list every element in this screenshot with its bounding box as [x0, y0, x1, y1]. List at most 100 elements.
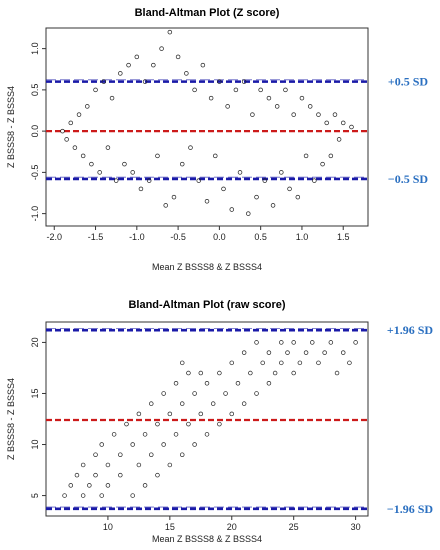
- y-tick-label: -1.0: [30, 206, 40, 222]
- data-point: [161, 442, 166, 447]
- data-point: [200, 62, 206, 68]
- data-point: [173, 432, 179, 437]
- data-point: [167, 29, 173, 35]
- data-point: [118, 472, 123, 478]
- data-point: [223, 391, 228, 396]
- chart-panel-2: Bland-Altman Plot (raw score) 10 15 20 25 30 5…: [6, 299, 433, 544]
- data-point: [233, 87, 239, 93]
- chart-title: Bland-Altman Plot (raw score): [128, 299, 285, 311]
- data-point: [99, 442, 104, 447]
- x-axis-label: Mean Z BSSS8 & Z BSSS4: [152, 262, 262, 272]
- data-point: [80, 493, 86, 498]
- data-point: [324, 120, 329, 126]
- data-point: [272, 370, 278, 376]
- data-point: [99, 493, 104, 498]
- data-point: [260, 360, 265, 366]
- x-tick-label: 15: [165, 522, 175, 532]
- data-point: [101, 79, 107, 84]
- data-point: [254, 194, 259, 200]
- data-point: [198, 370, 204, 376]
- y-tick-label: 0.5: [30, 84, 40, 97]
- data-point: [192, 87, 197, 93]
- data-point: [291, 112, 296, 117]
- data-point: [159, 46, 164, 51]
- data-point: [312, 178, 317, 183]
- y-axis-label: Z BSSS8 - Z BSSS4: [6, 378, 16, 460]
- x-tick-label: -1.5: [88, 232, 104, 242]
- data-point: [204, 199, 210, 204]
- data-point: [279, 170, 284, 175]
- data-point: [68, 120, 74, 126]
- data-point: [175, 54, 181, 60]
- data-point: [283, 87, 288, 93]
- data-point: [217, 421, 222, 427]
- data-point: [179, 452, 185, 457]
- data-point: [266, 350, 272, 355]
- x-tick-label: -2.0: [46, 232, 62, 242]
- data-point: [149, 452, 154, 457]
- data-point: [303, 350, 309, 355]
- data-point: [138, 186, 144, 192]
- data-point: [155, 472, 160, 478]
- data-point: [299, 95, 305, 101]
- data-point: [109, 95, 115, 101]
- data-point: [246, 211, 251, 216]
- sd-label: +0.5 SD: [388, 75, 429, 89]
- x-tick-label: 0.0: [213, 232, 226, 242]
- data-point: [347, 360, 352, 366]
- data-point: [179, 161, 185, 167]
- x-tick-label: 1.5: [337, 232, 350, 242]
- data-point: [85, 104, 90, 109]
- data-point: [163, 203, 168, 208]
- plot-frame: [45, 27, 369, 227]
- y-tick-label: 1.0: [30, 42, 40, 55]
- data-point: [349, 124, 354, 130]
- x-tick-label: 1.0: [296, 232, 309, 242]
- x-axis-label: Mean Z BSSS8 & Z BSSS4: [152, 534, 262, 544]
- data-point: [250, 112, 255, 117]
- data-point: [171, 194, 177, 200]
- data-point: [225, 104, 230, 109]
- y-tick-label: 10: [30, 440, 40, 450]
- data-point: [192, 391, 197, 396]
- data-point: [229, 207, 235, 212]
- data-point: [142, 79, 148, 84]
- data-point: [105, 462, 111, 468]
- data-point: [93, 87, 98, 93]
- data-point: [149, 401, 154, 406]
- data-point: [134, 54, 140, 60]
- data-point: [307, 104, 313, 109]
- data-point: [248, 370, 253, 376]
- data-point: [155, 153, 160, 159]
- data-point: [353, 340, 358, 345]
- data-point: [295, 194, 301, 200]
- data-point: [74, 472, 80, 478]
- data-point: [130, 442, 135, 447]
- data-point: [285, 350, 290, 355]
- data-point: [192, 442, 197, 447]
- y-axis-label: Z BSSS8 - Z BSSS4: [6, 86, 16, 168]
- x-tick-label: 0.5: [254, 232, 267, 242]
- data-point: [198, 411, 204, 417]
- data-point: [322, 350, 327, 355]
- data-point: [118, 452, 123, 457]
- data-point: [179, 360, 185, 366]
- data-point: [235, 381, 241, 386]
- data-point: [320, 161, 325, 167]
- data-point: [291, 340, 296, 345]
- data-point: [213, 153, 218, 159]
- y-tick-label: 20: [30, 337, 40, 347]
- data-point: [204, 381, 210, 386]
- data-point: [146, 178, 152, 183]
- data-point: [241, 401, 247, 406]
- data-point: [287, 186, 292, 192]
- data-point: [130, 170, 135, 175]
- data-point: [76, 112, 82, 117]
- data-point: [97, 170, 102, 175]
- sd-label: −1.96 SD: [387, 502, 434, 516]
- data-point: [316, 112, 321, 117]
- data-point: [262, 178, 268, 183]
- data-point: [130, 493, 135, 498]
- data-point: [196, 178, 201, 183]
